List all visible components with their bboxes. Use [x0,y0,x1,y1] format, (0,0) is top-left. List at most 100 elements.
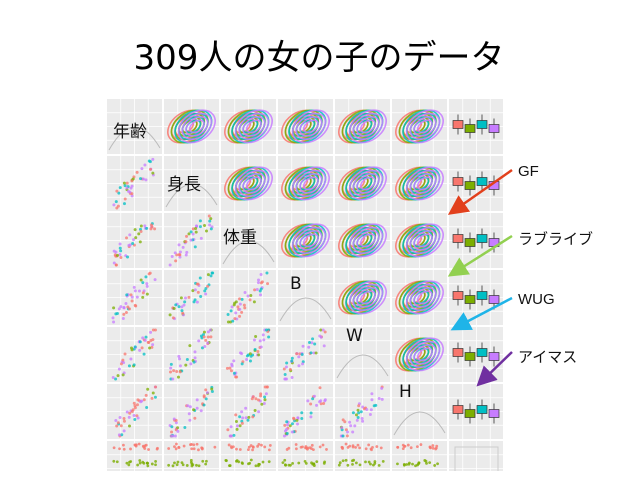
strip-point [122,443,125,447]
contour-ring [238,112,270,141]
scatter-point [135,295,139,299]
scatter-point [149,227,153,231]
scatter-point [370,392,374,396]
scatter-point [208,328,212,332]
scatter-point [238,314,242,318]
boxplot-box [464,409,476,418]
strip-point [127,463,131,467]
strip-point [190,447,194,451]
scatter-point [199,236,203,240]
scatter-point [202,394,206,398]
scatter-point [369,408,373,412]
scatter-point [259,394,263,398]
strip-point [224,459,228,462]
scatter-point [126,255,130,259]
strip-point [154,460,157,463]
scatter-point [142,398,146,402]
scatter-point [115,189,119,193]
strip-point [145,461,149,465]
scatter-point [233,301,237,305]
contour-ring [409,283,441,312]
scatter-point [111,375,115,379]
strip-point [341,459,345,463]
scatter-point [258,293,262,297]
scatter-point [177,243,181,247]
strip-point [247,445,251,449]
scatter-point [202,330,206,334]
contour-ring [359,176,376,191]
scatter-point [288,368,292,372]
matrix-cell-1-3 [278,156,333,211]
scatter-point [344,428,348,432]
scatter-point [153,328,157,332]
scatter-point [183,426,187,430]
scatter-point [206,284,210,288]
strip-point [358,463,362,467]
contour-ring [188,119,205,134]
strip-point [396,462,399,466]
scatter-point [140,346,144,350]
scatter-point [356,415,360,419]
contour-ring [288,223,327,258]
scatter-point [139,278,143,282]
scatter-point [265,385,269,389]
matrix-cell-4-6 [449,327,503,382]
scatter-point [290,422,294,426]
matrix-cell-3-4 [335,270,390,325]
scatter-point [198,219,202,223]
scatter-point [204,229,208,233]
scatter-point [148,346,152,350]
strip-point [267,448,271,452]
strip-point [371,445,374,449]
scatter-point [263,398,267,402]
boxplot-box [452,291,464,300]
contour-ring [345,223,384,258]
scatter-point [207,214,211,218]
strip-point [402,463,406,466]
scatter-point [312,394,316,398]
contour-ring [416,347,433,362]
strip-point [369,462,372,466]
contour-ring [405,166,444,201]
scatter-point [132,414,136,418]
scatter-point [147,272,151,276]
scatter-point [250,397,254,401]
strip-point [138,459,142,462]
scatter-point [122,202,126,206]
contour-ring [352,169,384,198]
scatter-point [169,362,173,366]
strip-point [377,463,381,467]
scatter-point [114,312,118,316]
scatter-point [253,288,257,292]
scatter-point [151,391,155,395]
scatter-point [198,225,202,229]
scatter-point [138,340,142,344]
scatter-point [141,291,145,295]
scatter-point [246,418,250,422]
scatter-point [286,423,290,427]
contour-ring [416,233,433,248]
scatter-point [170,255,174,259]
scatter-point [209,335,213,339]
contour-ring [359,233,376,248]
scatter-point [233,317,237,321]
scatter-point [252,300,256,304]
scatter-point [357,404,361,408]
strip-point [297,461,301,465]
scatter-point [198,276,202,280]
strip-point [358,446,362,450]
scatter-point [295,418,299,422]
strip-point [213,445,217,449]
scatter-point [356,408,360,412]
scatter-point [144,178,148,182]
contour-ring [402,166,441,201]
scatter-point [133,303,137,307]
scatter-point [191,232,195,236]
boxplot-box [452,405,464,414]
scatter-point [253,408,257,412]
scatter-point [195,300,199,304]
strip-point [118,447,121,451]
strip-point [175,442,178,446]
strip-point [403,444,407,448]
strip-point [367,460,371,464]
